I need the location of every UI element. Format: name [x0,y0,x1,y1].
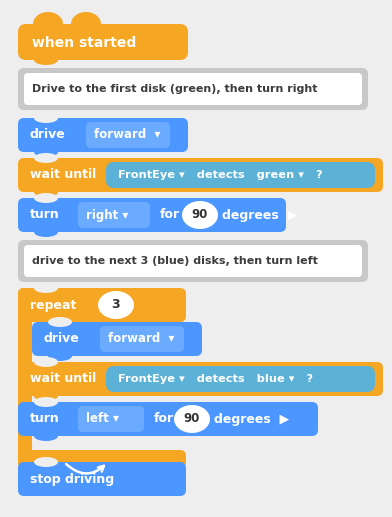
Ellipse shape [71,12,101,36]
FancyBboxPatch shape [106,162,375,188]
Text: when started: when started [32,36,136,50]
Text: turn: turn [30,413,60,425]
Text: 3: 3 [112,298,120,312]
Text: forward  ▾: forward ▾ [108,332,174,345]
Text: stop driving: stop driving [30,473,114,485]
Text: for: for [160,208,180,221]
FancyBboxPatch shape [18,158,383,192]
Ellipse shape [48,317,72,327]
FancyBboxPatch shape [24,73,362,105]
Text: drive: drive [30,129,66,142]
FancyBboxPatch shape [18,288,186,322]
Ellipse shape [34,391,58,401]
Ellipse shape [34,187,58,197]
FancyBboxPatch shape [24,245,362,277]
Text: forward  ▾: forward ▾ [94,129,160,142]
Text: degrees  ▶: degrees ▶ [214,413,289,425]
Ellipse shape [34,357,58,367]
FancyBboxPatch shape [18,450,186,468]
Ellipse shape [48,317,72,327]
Ellipse shape [33,12,63,36]
FancyBboxPatch shape [18,24,188,60]
FancyBboxPatch shape [86,122,170,148]
Ellipse shape [34,147,58,157]
Text: degrees  ▶: degrees ▶ [222,208,297,221]
Ellipse shape [34,283,58,293]
Ellipse shape [174,405,210,433]
Text: 90: 90 [184,413,200,425]
Text: 90: 90 [192,208,208,221]
FancyBboxPatch shape [78,406,144,432]
Ellipse shape [34,193,58,203]
FancyBboxPatch shape [18,68,368,110]
Ellipse shape [182,201,218,229]
FancyBboxPatch shape [18,118,188,152]
FancyBboxPatch shape [32,322,202,356]
Text: for: for [154,413,174,425]
Text: wait until: wait until [30,169,96,181]
Ellipse shape [34,457,58,467]
FancyBboxPatch shape [18,402,318,436]
Text: FrontEye ▾   detects   green ▾   ?: FrontEye ▾ detects green ▾ ? [118,170,323,180]
Ellipse shape [34,397,58,407]
FancyBboxPatch shape [18,240,368,282]
Ellipse shape [34,431,58,441]
Text: drive to the next 3 (blue) disks, then turn left: drive to the next 3 (blue) disks, then t… [32,256,318,266]
Text: right ▾: right ▾ [86,208,128,221]
Text: repeat: repeat [30,298,76,312]
Text: wait until: wait until [30,373,96,386]
Ellipse shape [34,55,58,65]
Ellipse shape [98,291,134,319]
Text: Drive to the first disk (green), then turn right: Drive to the first disk (green), then tu… [32,84,318,94]
Ellipse shape [34,153,58,163]
Ellipse shape [48,351,72,361]
FancyBboxPatch shape [18,288,32,468]
FancyBboxPatch shape [78,202,150,228]
FancyBboxPatch shape [106,366,375,392]
Text: drive: drive [44,332,80,345]
FancyBboxPatch shape [18,198,286,232]
Text: turn: turn [30,208,60,221]
FancyBboxPatch shape [100,326,184,352]
Text: FrontEye ▾   detects   blue ▾   ?: FrontEye ▾ detects blue ▾ ? [118,374,313,384]
FancyBboxPatch shape [18,362,383,396]
Ellipse shape [34,463,58,473]
Ellipse shape [34,227,58,237]
Ellipse shape [34,113,58,123]
Text: left ▾: left ▾ [86,413,119,425]
FancyBboxPatch shape [18,462,186,496]
